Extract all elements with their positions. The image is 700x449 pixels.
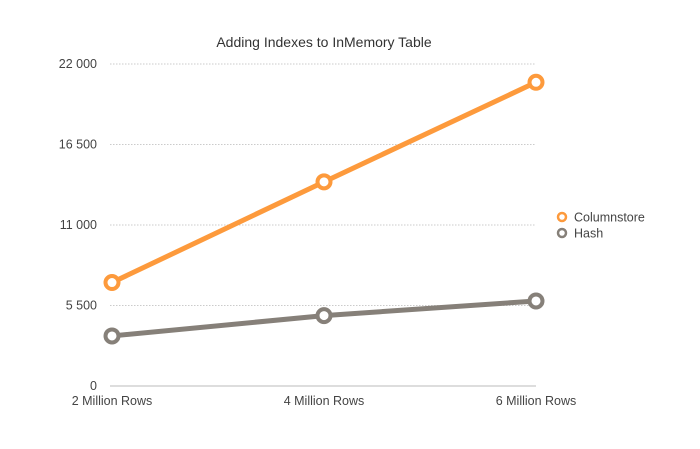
y-tick-label: 0 [90, 379, 97, 393]
x-tick-label: 6 Million Rows [496, 394, 577, 408]
data-point-columnstore [103, 274, 121, 292]
x-tick-label: 2 Million Rows [72, 394, 153, 408]
y-tick-label: 16 500 [59, 138, 97, 152]
chart-title: Adding Indexes to InMemory Table [216, 34, 432, 50]
legend-marker [556, 227, 568, 239]
data-point-hash [103, 327, 121, 345]
legend-marker [556, 211, 568, 223]
data-point-hash [527, 292, 545, 310]
legend-label: Columnstore [574, 211, 645, 225]
legend-label: Hash [574, 227, 603, 241]
y-tick-label: 5 500 [66, 299, 97, 313]
y-tick-label: 22 000 [59, 57, 97, 71]
data-point-hash [315, 307, 333, 325]
y-tick-label: 11 000 [60, 218, 97, 232]
data-point-columnstore [315, 173, 333, 191]
data-point-columnstore [527, 73, 545, 91]
x-tick-label: 4 Million Rows [284, 394, 365, 408]
